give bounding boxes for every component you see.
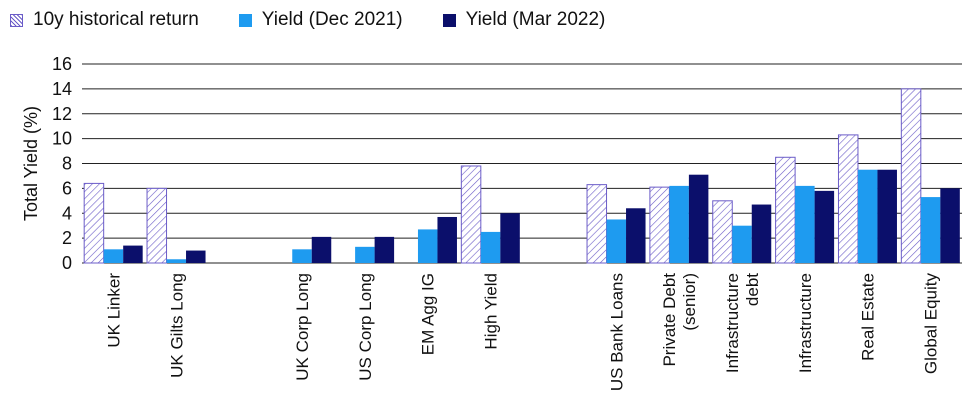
y-tick-label: 14	[52, 79, 72, 99]
bar	[83, 182, 105, 264]
legend-label-historical-return: 10y historical return	[33, 9, 199, 30]
bar	[166, 259, 187, 263]
y-tick-label: 12	[52, 104, 72, 124]
y-tick-label: 8	[62, 154, 72, 174]
bar	[586, 184, 608, 264]
y-tick-label: 6	[62, 178, 72, 198]
bar	[857, 169, 878, 263]
bar	[374, 236, 395, 263]
bar	[292, 249, 312, 263]
x-tick-label: Private Debt(senior)	[660, 273, 699, 367]
x-tick-label: Infrastructuredebt	[723, 273, 762, 373]
y-tick-label: 10	[52, 129, 72, 149]
bar	[837, 134, 859, 264]
x-tick-label: US Corp Long	[356, 273, 375, 381]
bars	[83, 88, 960, 264]
y-tick-label: 16	[52, 54, 72, 74]
x-tick-label: Global Equity	[922, 273, 941, 375]
bar	[355, 246, 375, 263]
bar	[688, 174, 709, 263]
legend-item-historical-return: 10y historical return	[10, 9, 199, 31]
y-tick-label: 0	[62, 253, 72, 273]
bar	[877, 169, 897, 263]
bar	[500, 213, 520, 263]
bar	[186, 250, 206, 263]
legend-item-yield-dec-2021: Yield (Dec 2021)	[238, 9, 403, 31]
bar	[606, 219, 627, 263]
bar	[103, 249, 124, 263]
axes: 0 2 4 6 8 10 12 14 16 Total Yield (%) UK Linker UK …	[21, 54, 941, 391]
x-tick-label: UK Corp Long	[293, 273, 312, 381]
bar	[900, 88, 922, 264]
bar	[920, 197, 941, 263]
bar	[311, 236, 332, 263]
y-axis-label: Total Yield (%)	[21, 106, 41, 221]
y-tick-label: 4	[62, 203, 72, 223]
bar	[751, 204, 772, 263]
legend-swatch-yield-dec-2021	[238, 13, 252, 27]
x-tick-label: US Bank Loans	[607, 273, 626, 391]
bar	[940, 188, 960, 263]
bar	[417, 229, 438, 263]
bar	[437, 216, 457, 263]
chart-legend: 10y historical return Yield (Dec 2021) Y…	[10, 6, 645, 34]
legend-swatch-yield-mar-2022	[442, 13, 456, 27]
y-tick-label: 2	[62, 228, 72, 248]
bar	[669, 185, 689, 263]
bar	[732, 225, 752, 263]
bar	[712, 200, 733, 264]
bar	[146, 187, 168, 264]
legend-swatch-historical-return	[10, 13, 23, 27]
x-tick-label: Real Estate	[859, 273, 878, 361]
bar	[626, 208, 646, 263]
legend-label-yield-mar-2022: Yield (Mar 2022)	[465, 9, 606, 30]
bar	[480, 231, 501, 263]
x-tick-label: UK Gilts Long	[167, 273, 186, 378]
bar	[649, 186, 670, 264]
legend-label-yield-dec-2021: Yield (Dec 2021)	[261, 9, 403, 30]
bar	[795, 185, 815, 263]
bar	[123, 245, 143, 263]
x-tick-label: UK Linker	[104, 273, 123, 348]
x-tick-label: High Yield	[482, 273, 501, 350]
legend-item-yield-mar-2022: Yield (Mar 2022)	[442, 9, 606, 31]
bar	[814, 190, 835, 263]
x-tick-label: Infrastructure	[796, 273, 815, 373]
bar	[775, 156, 796, 264]
x-tick-label: EM Agg IG	[419, 273, 438, 355]
bar	[460, 165, 482, 264]
